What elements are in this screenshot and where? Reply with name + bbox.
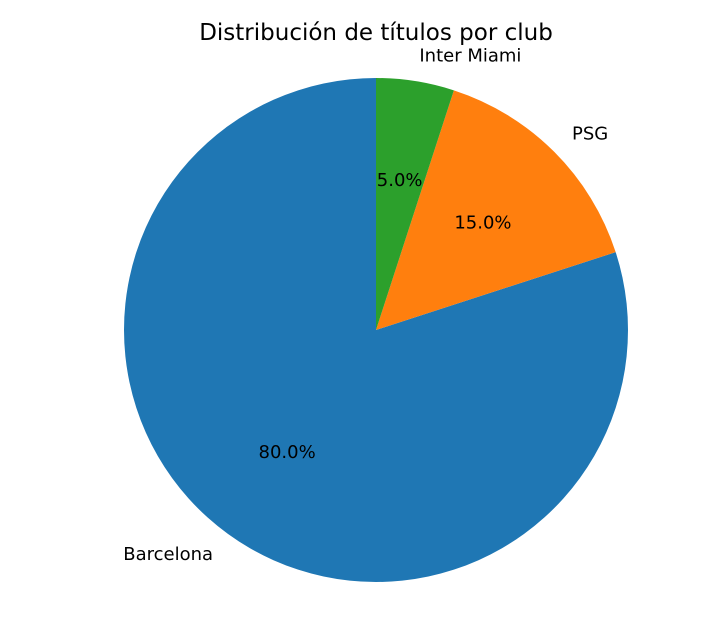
pct-label-psg: 15.0%	[454, 213, 511, 234]
slice-barcelona	[124, 78, 629, 582]
category-label-psg: PSG	[572, 123, 608, 144]
chart-title: Distribución de títulos por club	[199, 20, 553, 46]
category-label-barcelona: Barcelona	[123, 544, 213, 565]
pct-label-inter-miami: 5.0%	[377, 170, 423, 191]
slice-psg	[376, 90, 616, 330]
pie-labels: 80.0% Barcelona 15.0% PSG 5.0% Inter Miami	[123, 46, 608, 565]
pct-label-barcelona: 80.0%	[259, 442, 316, 463]
category-label-inter-miami: Inter Miami	[419, 46, 521, 67]
slice-inter-miami	[376, 78, 454, 330]
pie-slices	[124, 78, 629, 582]
